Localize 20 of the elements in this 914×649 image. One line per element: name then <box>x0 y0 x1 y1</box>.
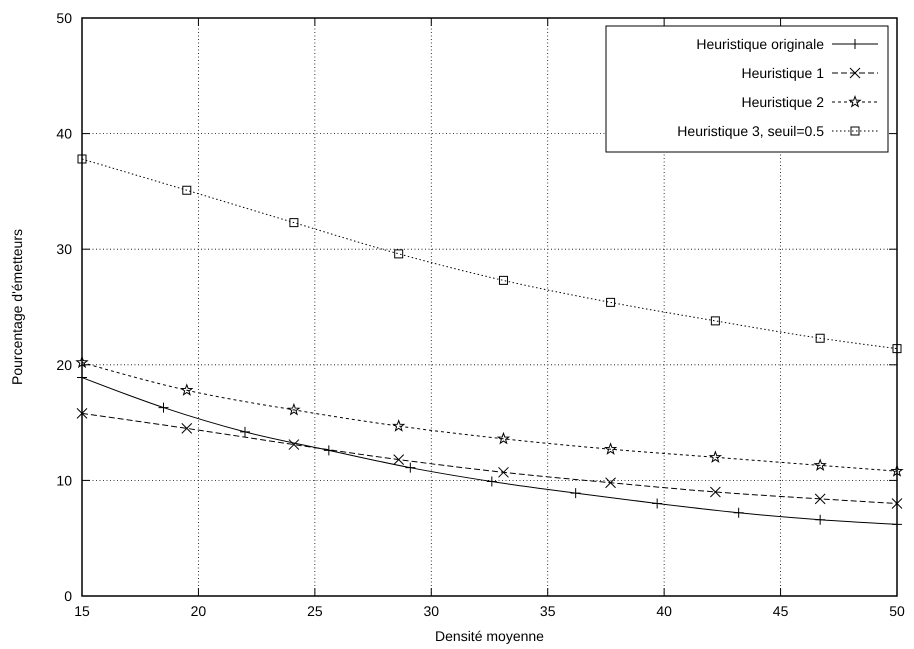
y-tick-label: 30 <box>56 241 72 258</box>
legend-label: Heuristique originale <box>696 36 824 52</box>
legend-label: Heuristique 2 <box>742 94 824 110</box>
legend-label: Heuristique 1 <box>742 65 824 81</box>
x-tick-label: 30 <box>423 603 440 619</box>
y-tick-label: 40 <box>56 126 72 142</box>
x-tick-label: 20 <box>190 603 206 619</box>
legend-label: Heuristique 3, seuil=0.5 <box>677 123 824 139</box>
y-tick-label: 10 <box>56 472 72 488</box>
y-tick-label: 20 <box>56 356 72 373</box>
y-tick-label: 0 <box>64 588 72 604</box>
x-axis-title: Densité moyenne <box>435 628 544 644</box>
x-tick-label: 15 <box>74 603 90 619</box>
x-tick-label: 35 <box>540 603 556 619</box>
x-tick-label: 45 <box>772 603 789 619</box>
x-tick-label: 25 <box>307 603 323 619</box>
x-tick-label: 40 <box>656 603 672 619</box>
x-tick-label: 50 <box>889 603 905 619</box>
y-axis-title: Pourcentage d'émetteurs <box>9 229 25 385</box>
y-tick-label: 50 <box>56 10 72 26</box>
